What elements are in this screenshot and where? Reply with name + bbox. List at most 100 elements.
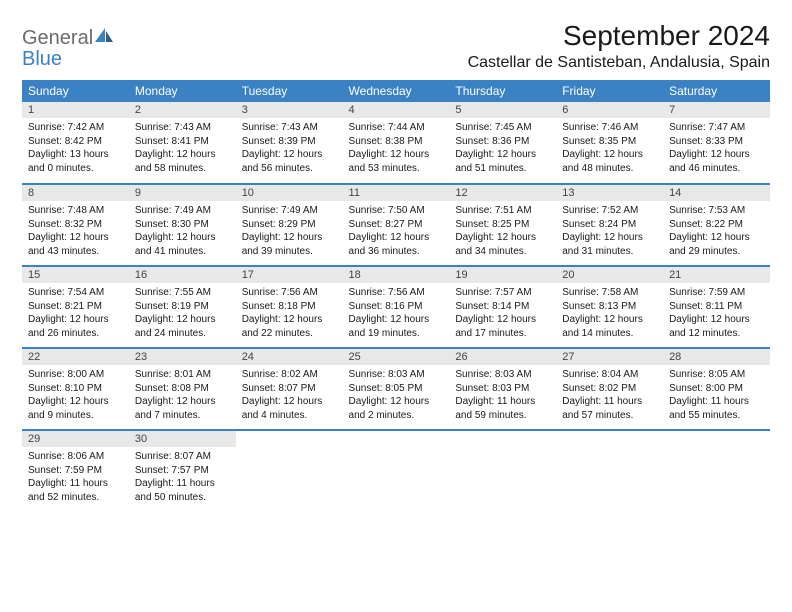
day-info: Sunrise: 7:56 AMSunset: 8:18 PMDaylight:… bbox=[236, 283, 343, 343]
day-info: Sunrise: 7:59 AMSunset: 8:11 PMDaylight:… bbox=[663, 283, 770, 343]
day-info: Sunrise: 7:46 AMSunset: 8:35 PMDaylight:… bbox=[556, 118, 663, 178]
day-number: 2 bbox=[129, 102, 236, 118]
calendar-cell: 12Sunrise: 7:51 AMSunset: 8:25 PMDayligh… bbox=[449, 184, 556, 266]
calendar-cell: 8Sunrise: 7:48 AMSunset: 8:32 PMDaylight… bbox=[22, 184, 129, 266]
day-number: 6 bbox=[556, 102, 663, 118]
calendar-cell bbox=[556, 430, 663, 512]
calendar-cell: 17Sunrise: 7:56 AMSunset: 8:18 PMDayligh… bbox=[236, 266, 343, 348]
day-info: Sunrise: 7:58 AMSunset: 8:13 PMDaylight:… bbox=[556, 283, 663, 343]
day-info: Sunrise: 7:49 AMSunset: 8:29 PMDaylight:… bbox=[236, 201, 343, 261]
day-info: Sunrise: 8:04 AMSunset: 8:02 PMDaylight:… bbox=[556, 365, 663, 425]
calendar-row: 15Sunrise: 7:54 AMSunset: 8:21 PMDayligh… bbox=[22, 266, 770, 348]
calendar-cell: 2Sunrise: 7:43 AMSunset: 8:41 PMDaylight… bbox=[129, 102, 236, 184]
logo-general: General bbox=[22, 27, 93, 49]
calendar-cell: 27Sunrise: 8:04 AMSunset: 8:02 PMDayligh… bbox=[556, 348, 663, 430]
calendar-cell: 25Sunrise: 8:03 AMSunset: 8:05 PMDayligh… bbox=[343, 348, 450, 430]
calendar-cell: 6Sunrise: 7:46 AMSunset: 8:35 PMDaylight… bbox=[556, 102, 663, 184]
day-number: 17 bbox=[236, 267, 343, 283]
weekday-header: Thursday bbox=[449, 80, 556, 102]
day-info: Sunrise: 7:42 AMSunset: 8:42 PMDaylight:… bbox=[22, 118, 129, 178]
weekday-header: Saturday bbox=[663, 80, 770, 102]
calendar-cell bbox=[343, 430, 450, 512]
weekday-header-row: SundayMondayTuesdayWednesdayThursdayFrid… bbox=[22, 80, 770, 102]
calendar-cell: 28Sunrise: 8:05 AMSunset: 8:00 PMDayligh… bbox=[663, 348, 770, 430]
calendar-cell: 1Sunrise: 7:42 AMSunset: 8:42 PMDaylight… bbox=[22, 102, 129, 184]
day-number: 10 bbox=[236, 185, 343, 201]
calendar-row: 29Sunrise: 8:06 AMSunset: 7:59 PMDayligh… bbox=[22, 430, 770, 512]
day-number: 28 bbox=[663, 349, 770, 365]
calendar-cell bbox=[663, 430, 770, 512]
calendar-cell: 22Sunrise: 8:00 AMSunset: 8:10 PMDayligh… bbox=[22, 348, 129, 430]
logo-sail-icon bbox=[93, 26, 115, 44]
day-info: Sunrise: 8:03 AMSunset: 8:05 PMDaylight:… bbox=[343, 365, 450, 425]
day-number: 18 bbox=[343, 267, 450, 283]
calendar-cell: 5Sunrise: 7:45 AMSunset: 8:36 PMDaylight… bbox=[449, 102, 556, 184]
calendar-cell: 13Sunrise: 7:52 AMSunset: 8:24 PMDayligh… bbox=[556, 184, 663, 266]
day-info: Sunrise: 7:50 AMSunset: 8:27 PMDaylight:… bbox=[343, 201, 450, 261]
title-block: September 2024 Castellar de Santisteban,… bbox=[468, 20, 770, 72]
day-info: Sunrise: 8:02 AMSunset: 8:07 PMDaylight:… bbox=[236, 365, 343, 425]
day-info: Sunrise: 7:57 AMSunset: 8:14 PMDaylight:… bbox=[449, 283, 556, 343]
day-number: 9 bbox=[129, 185, 236, 201]
calendar-cell: 18Sunrise: 7:56 AMSunset: 8:16 PMDayligh… bbox=[343, 266, 450, 348]
day-number: 20 bbox=[556, 267, 663, 283]
day-number: 16 bbox=[129, 267, 236, 283]
calendar-row: 8Sunrise: 7:48 AMSunset: 8:32 PMDaylight… bbox=[22, 184, 770, 266]
weekday-header: Monday bbox=[129, 80, 236, 102]
day-number: 15 bbox=[22, 267, 129, 283]
day-number: 1 bbox=[22, 102, 129, 118]
day-number: 24 bbox=[236, 349, 343, 365]
day-info: Sunrise: 7:47 AMSunset: 8:33 PMDaylight:… bbox=[663, 118, 770, 178]
day-number: 19 bbox=[449, 267, 556, 283]
day-number: 13 bbox=[556, 185, 663, 201]
calendar-cell: 16Sunrise: 7:55 AMSunset: 8:19 PMDayligh… bbox=[129, 266, 236, 348]
day-info: Sunrise: 8:06 AMSunset: 7:59 PMDaylight:… bbox=[22, 447, 129, 507]
day-number: 11 bbox=[343, 185, 450, 201]
calendar-cell: 10Sunrise: 7:49 AMSunset: 8:29 PMDayligh… bbox=[236, 184, 343, 266]
page-title: September 2024 bbox=[468, 20, 770, 52]
weekday-header: Friday bbox=[556, 80, 663, 102]
day-info: Sunrise: 8:03 AMSunset: 8:03 PMDaylight:… bbox=[449, 365, 556, 425]
day-number: 23 bbox=[129, 349, 236, 365]
logo-blue: Blue bbox=[22, 48, 62, 70]
weekday-header: Tuesday bbox=[236, 80, 343, 102]
calendar-row: 22Sunrise: 8:00 AMSunset: 8:10 PMDayligh… bbox=[22, 348, 770, 430]
location: Castellar de Santisteban, Andalusia, Spa… bbox=[468, 54, 770, 72]
day-info: Sunrise: 8:01 AMSunset: 8:08 PMDaylight:… bbox=[129, 365, 236, 425]
calendar-table: SundayMondayTuesdayWednesdayThursdayFrid… bbox=[22, 80, 770, 512]
day-number: 7 bbox=[663, 102, 770, 118]
calendar-cell: 7Sunrise: 7:47 AMSunset: 8:33 PMDaylight… bbox=[663, 102, 770, 184]
header: General Blue September 2024 Castellar de… bbox=[22, 20, 770, 72]
day-info: Sunrise: 7:48 AMSunset: 8:32 PMDaylight:… bbox=[22, 201, 129, 261]
calendar-cell: 4Sunrise: 7:44 AMSunset: 8:38 PMDaylight… bbox=[343, 102, 450, 184]
day-info: Sunrise: 8:05 AMSunset: 8:00 PMDaylight:… bbox=[663, 365, 770, 425]
logo-text: General Blue bbox=[22, 26, 115, 70]
day-info: Sunrise: 7:56 AMSunset: 8:16 PMDaylight:… bbox=[343, 283, 450, 343]
day-number: 3 bbox=[236, 102, 343, 118]
day-info: Sunrise: 7:45 AMSunset: 8:36 PMDaylight:… bbox=[449, 118, 556, 178]
day-info: Sunrise: 7:43 AMSunset: 8:41 PMDaylight:… bbox=[129, 118, 236, 178]
calendar-cell: 11Sunrise: 7:50 AMSunset: 8:27 PMDayligh… bbox=[343, 184, 450, 266]
weekday-header: Sunday bbox=[22, 80, 129, 102]
calendar-cell: 14Sunrise: 7:53 AMSunset: 8:22 PMDayligh… bbox=[663, 184, 770, 266]
day-info: Sunrise: 8:07 AMSunset: 7:57 PMDaylight:… bbox=[129, 447, 236, 507]
calendar-cell: 9Sunrise: 7:49 AMSunset: 8:30 PMDaylight… bbox=[129, 184, 236, 266]
calendar-cell: 29Sunrise: 8:06 AMSunset: 7:59 PMDayligh… bbox=[22, 430, 129, 512]
day-number: 26 bbox=[449, 349, 556, 365]
calendar-cell: 15Sunrise: 7:54 AMSunset: 8:21 PMDayligh… bbox=[22, 266, 129, 348]
day-number: 8 bbox=[22, 185, 129, 201]
calendar-cell: 23Sunrise: 8:01 AMSunset: 8:08 PMDayligh… bbox=[129, 348, 236, 430]
calendar-cell: 20Sunrise: 7:58 AMSunset: 8:13 PMDayligh… bbox=[556, 266, 663, 348]
day-info: Sunrise: 7:55 AMSunset: 8:19 PMDaylight:… bbox=[129, 283, 236, 343]
day-number: 29 bbox=[22, 431, 129, 447]
day-info: Sunrise: 7:52 AMSunset: 8:24 PMDaylight:… bbox=[556, 201, 663, 261]
calendar-cell: 3Sunrise: 7:43 AMSunset: 8:39 PMDaylight… bbox=[236, 102, 343, 184]
calendar-row: 1Sunrise: 7:42 AMSunset: 8:42 PMDaylight… bbox=[22, 102, 770, 184]
day-info: Sunrise: 7:53 AMSunset: 8:22 PMDaylight:… bbox=[663, 201, 770, 261]
calendar-cell: 24Sunrise: 8:02 AMSunset: 8:07 PMDayligh… bbox=[236, 348, 343, 430]
day-info: Sunrise: 7:44 AMSunset: 8:38 PMDaylight:… bbox=[343, 118, 450, 178]
day-number: 22 bbox=[22, 349, 129, 365]
calendar-cell: 30Sunrise: 8:07 AMSunset: 7:57 PMDayligh… bbox=[129, 430, 236, 512]
calendar-cell bbox=[449, 430, 556, 512]
day-number: 27 bbox=[556, 349, 663, 365]
